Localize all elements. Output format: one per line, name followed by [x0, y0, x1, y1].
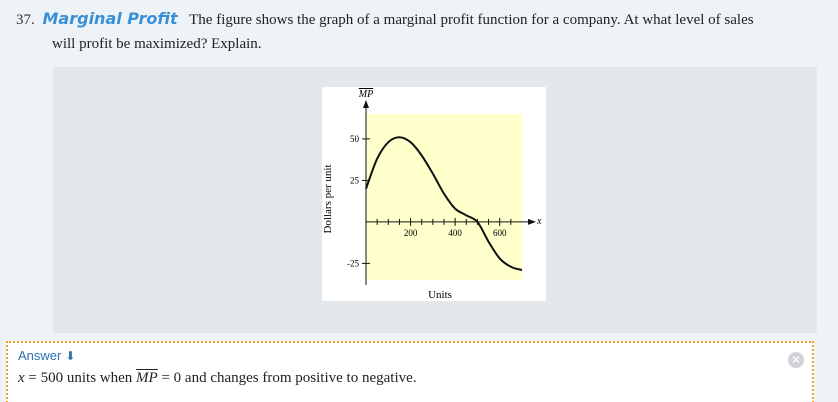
close-icon[interactable]: ✕ [788, 352, 804, 368]
problem-statement: 37. Marginal Profit The figure shows the… [16, 7, 816, 56]
graph-card: MP Dollars per unit Units x 200 400 600 50 2… [322, 87, 546, 301]
y-tick-label: 25 [350, 175, 360, 185]
x-tick-label: 200 [404, 228, 418, 238]
problem-text-2: will profit be maximized? Explain. [52, 36, 262, 52]
answer-var: x [18, 370, 25, 386]
answer-text: x = 500 units when MP = 0 and changes fr… [18, 370, 417, 387]
marginal-profit-chart: MP Dollars per unit Units x 200 400 600502… [322, 89, 542, 301]
x-tick-label: 600 [493, 228, 507, 238]
x-tick-label: 400 [448, 228, 462, 238]
ticks: 200 400 600 50 25 -25 [347, 134, 512, 268]
y-axis-label: Dollars per unit [322, 164, 334, 233]
y-axis-title: MP [358, 89, 373, 100]
problem-line-2: will profit be maximized? Explain. [16, 32, 816, 56]
answer-toggle[interactable]: Answer ⬇ [18, 348, 75, 363]
answer-mp: MP [136, 370, 158, 386]
answer-label: Answer [18, 348, 62, 363]
answer-rest: = 0 and changes from positive to negativ… [157, 370, 417, 386]
plot-background [366, 114, 522, 280]
y-tick-label: 50 [350, 134, 360, 144]
answer-box: Answer ⬇ ✕ x = 500 units when MP = 0 and … [6, 341, 814, 402]
curve-group [365, 136, 523, 271]
problem-number: 37. [16, 12, 35, 28]
marginal-profit-curve [365, 136, 523, 271]
problem-line-1: 37. Marginal Profit The figure shows the… [16, 7, 816, 32]
problem-text-1: The figure shows the graph of a marginal… [189, 12, 754, 28]
y-axis-arrow [363, 100, 369, 108]
axes [363, 100, 536, 285]
x-axis-label: Units [428, 289, 452, 301]
x-axis-arrow [528, 218, 536, 225]
arrow-down-icon: ⬇ [65, 349, 76, 363]
x-axis-var: x [536, 216, 542, 227]
problem-title: Marginal Profit [42, 9, 178, 28]
y-tick-label: -25 [347, 258, 359, 268]
answer-eq: = 500 units when [24, 370, 137, 386]
